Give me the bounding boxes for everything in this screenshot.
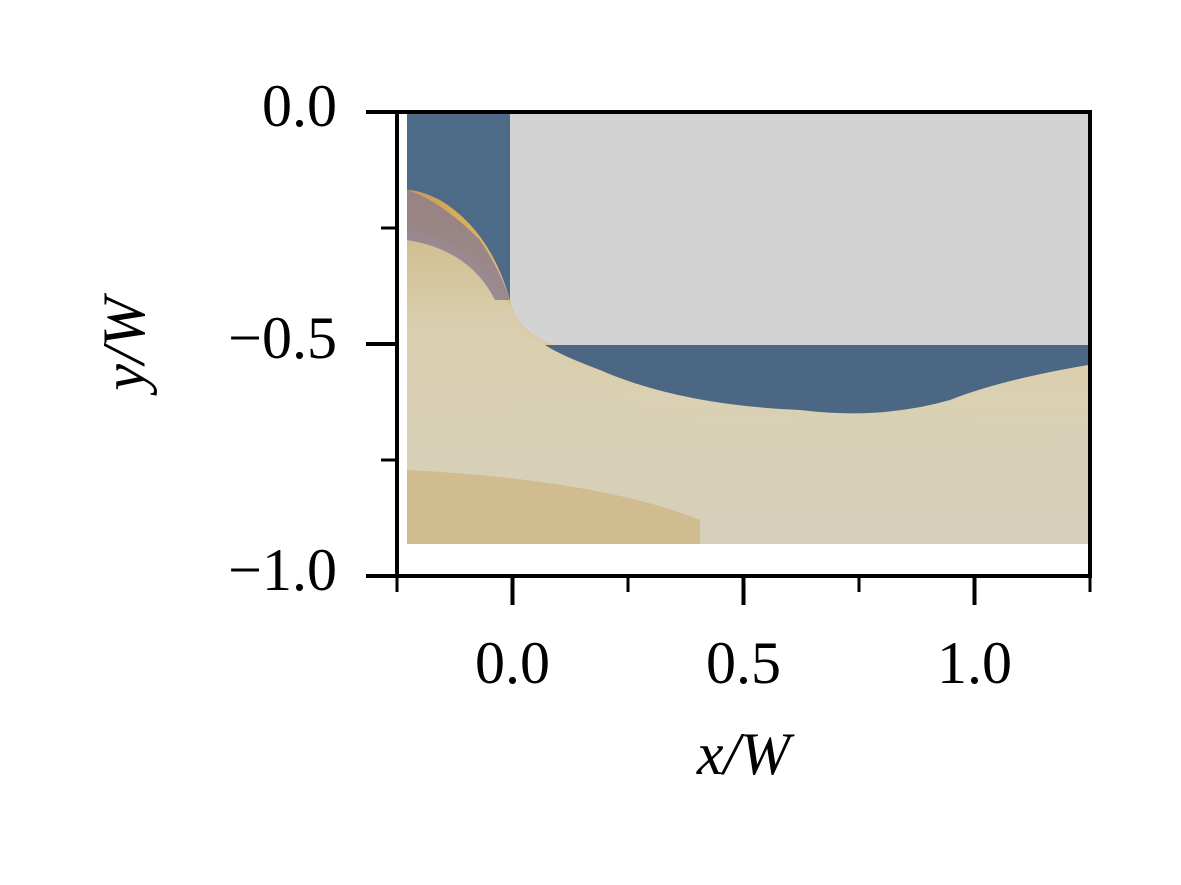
x-tick-label: 0.0 [475, 630, 550, 696]
y-tick-label: 0.0 [262, 73, 337, 139]
y-tick-label: −1.0 [228, 537, 337, 603]
y-axis-label: y/W [91, 292, 157, 396]
flow-field [407, 114, 1088, 544]
x-tick-label: 0.5 [706, 630, 781, 696]
x-tick-label: 1.0 [937, 630, 1012, 696]
x-axis-label: x/W [696, 721, 795, 787]
y-tick-label: −0.5 [228, 305, 337, 371]
